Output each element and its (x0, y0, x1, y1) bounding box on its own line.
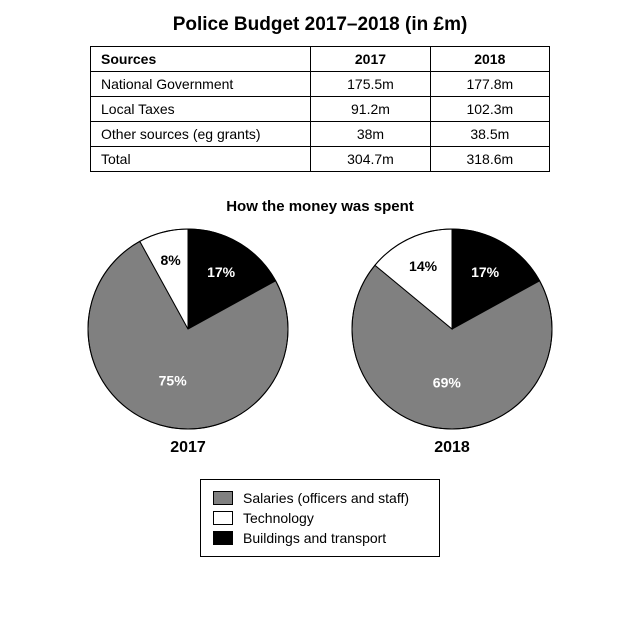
pie-2017: 17% 75% 8% (86, 227, 290, 431)
swatch-technology (213, 511, 233, 525)
legend-item-buildings: Buildings and transport (213, 528, 427, 548)
cell-2018: 318.6m (430, 147, 549, 172)
cell-2017: 304.7m (311, 147, 430, 172)
legend-label-technology: Technology (243, 510, 314, 526)
pie-slice-label: 8% (160, 252, 181, 268)
legend-label-salaries: Salaries (officers and staff) (243, 490, 409, 506)
pie-charts-row: 17% 75% 8% 2017 17% 69% 14% 2018 (0, 227, 640, 457)
table-row: Local Taxes 91.2m 102.3m (91, 97, 550, 122)
pie-slice-label: 75% (159, 373, 188, 389)
cell-source: National Government (91, 72, 311, 97)
figure-canvas: Police Budget 2017–2018 (in £m) Sources … (0, 0, 640, 625)
pie-slice-label: 17% (207, 264, 236, 280)
cell-source: Other sources (eg grants) (91, 122, 311, 147)
pie-2017-block: 17% 75% 8% 2017 (86, 227, 290, 457)
cell-2017: 38m (311, 122, 430, 147)
pie-slice-label: 69% (433, 374, 462, 390)
swatch-buildings (213, 531, 233, 545)
pie-slice-label: 14% (409, 258, 438, 274)
cell-2018: 177.8m (430, 72, 549, 97)
table-header-row: Sources 2017 2018 (91, 47, 550, 72)
pie-2017-label: 2017 (86, 439, 290, 457)
legend-label-buildings: Buildings and transport (243, 530, 386, 546)
legend-item-salaries: Salaries (officers and staff) (213, 488, 427, 508)
legend-item-technology: Technology (213, 508, 427, 528)
swatch-salaries (213, 491, 233, 505)
spending-subtitle: How the money was spent (0, 198, 640, 215)
pie-2018-block: 17% 69% 14% 2018 (350, 227, 554, 457)
cell-2017: 91.2m (311, 97, 430, 122)
budget-table: Sources 2017 2018 National Government 17… (90, 46, 550, 172)
budget-table-wrap: Sources 2017 2018 National Government 17… (90, 46, 550, 172)
col-header-sources: Sources (91, 47, 311, 72)
table-body: National Government 175.5m 177.8m Local … (91, 72, 550, 172)
col-header-2018: 2018 (430, 47, 549, 72)
legend-box: Salaries (officers and staff) Technology… (200, 479, 440, 557)
table-row: National Government 175.5m 177.8m (91, 72, 550, 97)
pie-slice-label: 17% (471, 264, 500, 280)
table-row: Other sources (eg grants) 38m 38.5m (91, 122, 550, 147)
pie-2018-label: 2018 (350, 439, 554, 457)
cell-source: Total (91, 147, 311, 172)
cell-2018: 38.5m (430, 122, 549, 147)
cell-2017: 175.5m (311, 72, 430, 97)
col-header-2017: 2017 (311, 47, 430, 72)
cell-source: Local Taxes (91, 97, 311, 122)
page-title: Police Budget 2017–2018 (in £m) (0, 14, 640, 36)
pie-2018: 17% 69% 14% (350, 227, 554, 431)
table-row: Total 304.7m 318.6m (91, 147, 550, 172)
cell-2018: 102.3m (430, 97, 549, 122)
